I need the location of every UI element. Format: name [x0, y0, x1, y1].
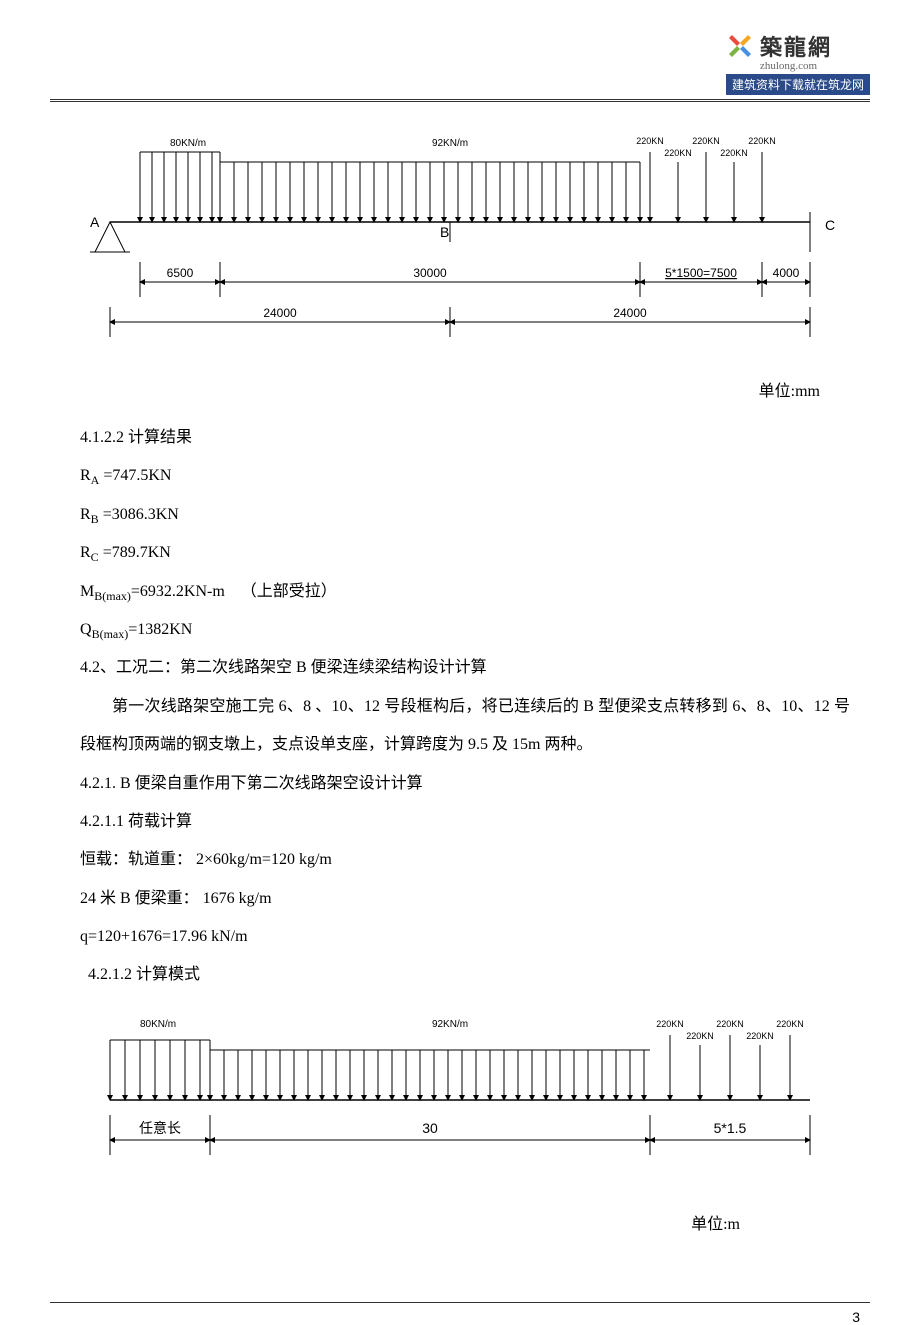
d2-left: 80KN/m: [140, 1019, 176, 1030]
d2-p1: 220KN: [656, 1019, 684, 1029]
d1-load-mid: 92KN/m: [432, 138, 468, 149]
logo-text-cn: 築龍網: [760, 30, 832, 62]
bottom-rule: [50, 1302, 870, 1303]
d2-unit: 单位:m: [50, 1210, 740, 1234]
h-42: 4.2、工况二：第二次线路架空 B 便梁连续梁结构设计计算: [80, 649, 850, 687]
d1-p4: 220KN: [664, 148, 692, 158]
d1-dim2: 5*1500=7500: [665, 266, 737, 280]
res-rb: RB =3086.3KN: [80, 496, 850, 534]
res-rc: RC =789.7KN: [80, 534, 850, 572]
d2-d2: 5*1.5: [714, 1120, 747, 1136]
d1-dim0: 6500: [167, 266, 194, 280]
d1-p5: 220KN: [720, 148, 748, 158]
d1-B: B: [440, 224, 449, 240]
d1-p3: 220KN: [748, 136, 776, 146]
logo-url: zhulong.com: [760, 60, 870, 72]
l-beam: 24 米 B 便梁重： 1676 kg/m: [80, 880, 850, 918]
body-text: 4.1.2.2 计算结果 RA =747.5KN RB =3086.3KN RC…: [80, 419, 850, 995]
h-421: 4.2.1. B 便梁自重作用下第二次线路架空设计计算: [80, 765, 850, 803]
d2-p4: 220KN: [686, 1031, 714, 1041]
res-mb: MB(max)=6932.2KN-m （上部受拉）: [80, 573, 850, 611]
d1-p2: 220KN: [692, 136, 720, 146]
d2-d0: 任意长: [139, 1120, 181, 1136]
d2-p5: 220KN: [746, 1031, 774, 1041]
diagram-2: 80KN/m 92KN/m 220KN 220KN 220KN 220KN 22…: [50, 1005, 870, 1180]
l-q: q=120+1676=17.96 kN/m: [80, 918, 850, 956]
d1-p1: 220KN: [636, 136, 664, 146]
h-4211: 4.2.1.1 荷载计算: [80, 803, 850, 841]
d1-b0: 24000: [263, 306, 297, 320]
logo-icon: [726, 32, 754, 60]
header-logo: 築龍網 zhulong.com 建筑资料下载就在筑龙网: [50, 30, 870, 95]
res-ra: RA =747.5KN: [80, 457, 850, 495]
d1-load-left: 80KN/m: [170, 138, 206, 149]
d2-p3: 220KN: [776, 1019, 804, 1029]
res-qb: QB(max)=1382KN: [80, 611, 850, 649]
d2-d1: 30: [422, 1120, 438, 1136]
d1-C: C: [825, 217, 835, 233]
logo-banner: 建筑资料下载就在筑龙网: [726, 74, 870, 95]
d1-b1: 24000: [613, 306, 647, 320]
diagram-1: 80KN/m 92KN/m 220KN 220KN 220KN 220KN 22…: [50, 122, 870, 367]
d1-dim1: 30000: [413, 266, 447, 280]
page-number: 3: [0, 1309, 860, 1325]
d2-p2: 220KN: [716, 1019, 744, 1029]
d1-dim3: 4000: [773, 266, 800, 280]
top-rule: [50, 99, 870, 102]
l-dead: 恒载：轨道重： 2×60kg/m=120 kg/m: [80, 841, 850, 879]
p-42: 第一次线路架空施工完 6、8 、10、12 号段框构后，将已连续后的 B 型便梁…: [80, 688, 850, 765]
h-4212: 4.2.1.2 计算模式: [80, 956, 850, 994]
h-4122: 4.1.2.2 计算结果: [80, 419, 850, 457]
d1-A: A: [90, 214, 100, 230]
d1-unit: 单位:mm: [50, 377, 820, 401]
d2-mid: 92KN/m: [432, 1019, 468, 1030]
